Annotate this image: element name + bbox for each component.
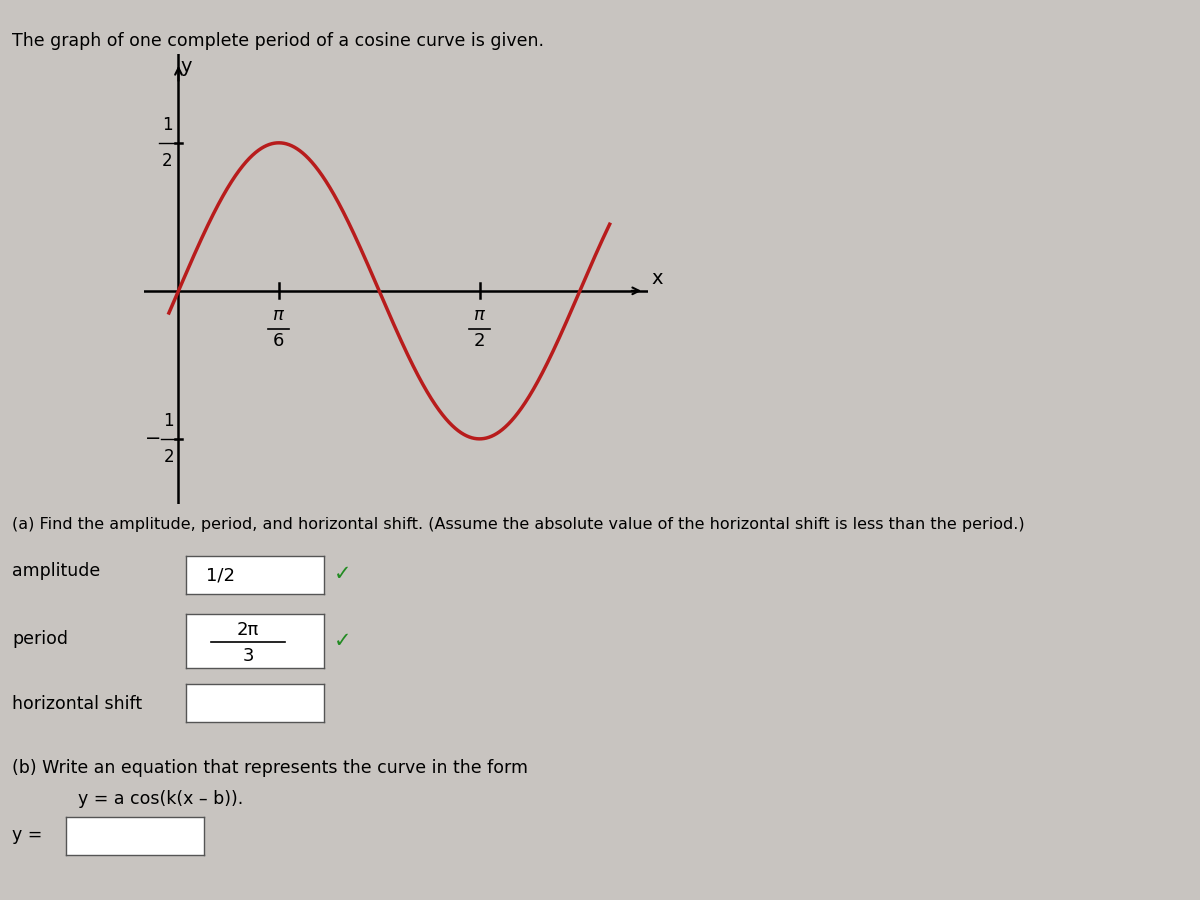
Text: 2: 2 (162, 151, 173, 169)
Text: y = a cos(k(x – b)).: y = a cos(k(x – b)). (78, 790, 244, 808)
Text: 2π: 2π (236, 621, 259, 639)
Text: 2: 2 (163, 447, 174, 465)
Text: The graph of one complete period of a cosine curve is given.: The graph of one complete period of a co… (12, 32, 544, 50)
Text: ✓: ✓ (334, 564, 352, 584)
Text: ✓: ✓ (334, 631, 352, 651)
Text: horizontal shift: horizontal shift (12, 695, 142, 713)
Text: 1: 1 (163, 412, 174, 430)
Text: x: x (652, 269, 664, 288)
Text: period: period (12, 630, 68, 648)
Text: $\pi$: $\pi$ (473, 306, 486, 324)
Text: (a) Find the amplitude, period, and horizontal shift. (Assume the absolute value: (a) Find the amplitude, period, and hori… (12, 518, 1025, 533)
Text: amplitude: amplitude (12, 562, 101, 580)
Text: 1: 1 (162, 116, 173, 134)
Text: (b) Write an equation that represents the curve in the form: (b) Write an equation that represents th… (12, 759, 528, 777)
Text: 3: 3 (242, 647, 254, 665)
Text: 6: 6 (274, 332, 284, 350)
Text: 2: 2 (474, 332, 485, 350)
Text: −: − (145, 429, 162, 448)
Text: $\pi$: $\pi$ (272, 306, 286, 324)
Text: 1/2: 1/2 (206, 566, 235, 584)
Text: y =: y = (12, 826, 42, 844)
Text: y: y (180, 57, 192, 76)
